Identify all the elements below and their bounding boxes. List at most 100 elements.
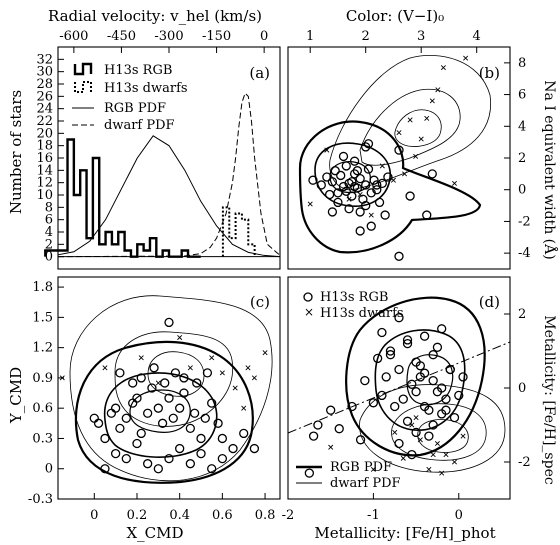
- rgb-point: [374, 197, 385, 208]
- y-tick-label: 16: [36, 151, 53, 166]
- legend-a: H13s RGB H13s dwarfs RGB PDF dwarf PDF: [72, 62, 188, 133]
- dwarf-point: [413, 415, 419, 421]
- dwarf-point: [409, 422, 415, 428]
- rgb-point: [149, 363, 159, 373]
- rgb-point: [308, 175, 318, 185]
- dwarf-point: [434, 440, 440, 447]
- rgb-point: [334, 424, 344, 434]
- rgb-point: [380, 210, 390, 220]
- panel-d-label: (d): [479, 293, 500, 311]
- legend-a-rgbpdf-label: RGB PDF: [104, 101, 166, 116]
- dwarf-point: [187, 365, 193, 371]
- dwarf-point: [390, 177, 396, 183]
- rgb-point: [153, 464, 163, 474]
- x-tick-label: 3: [417, 29, 425, 44]
- rgb-point: [249, 443, 260, 454]
- dwarf-point: [430, 452, 436, 458]
- x-tick-label: -150: [202, 29, 231, 44]
- rgb-point: [449, 412, 460, 423]
- dwarf-point: [262, 350, 268, 356]
- rgb-point: [349, 156, 360, 166]
- y-tick-label: 0: [518, 183, 526, 198]
- rgb-point: [394, 313, 404, 323]
- y-tick-label: 8: [518, 56, 526, 71]
- rgb-point: [164, 393, 174, 403]
- legend-a-rgb-swatch: [73, 62, 93, 76]
- rgb-point: [419, 331, 430, 341]
- y-tick-label: 28: [36, 77, 53, 92]
- left-top-axis-title: Number of stars: [7, 90, 25, 214]
- rgb-point: [347, 177, 357, 187]
- rgb-point: [341, 186, 351, 196]
- dwarf-point: [451, 459, 458, 465]
- dwarf-point: [155, 380, 161, 386]
- rgb-point: [428, 420, 438, 430]
- rgb-point: [175, 403, 185, 413]
- contour-dwarf-mid-d: [391, 403, 487, 461]
- left-bottom-axis-title: Y_CMD: [7, 367, 25, 424]
- dwarf-point: [400, 455, 406, 461]
- x-tick-label: 0.6: [212, 508, 233, 523]
- rgb-point: [441, 394, 451, 404]
- rgb-point: [347, 401, 357, 412]
- panel-d-data: [304, 313, 468, 478]
- panel-b-data: [307, 55, 469, 261]
- y-tick-label: 12: [36, 176, 53, 191]
- legend-a-rgb-label: H13s RGB: [104, 63, 172, 78]
- y-tick-label: 26: [36, 89, 53, 104]
- legend-d-rgbpdf-label: RGB PDF: [330, 460, 392, 475]
- x-tick-label: -450: [107, 29, 136, 44]
- y-tick-label: 22: [36, 114, 53, 129]
- rgb-point: [207, 398, 217, 408]
- rgb-point: [394, 145, 404, 155]
- x-tick-label: -1: [367, 508, 380, 523]
- right-top-axis-title: Na I equivalent width (Å): [541, 80, 559, 259]
- rgb-point: [326, 405, 336, 415]
- dwarf-point: [443, 452, 449, 458]
- rgb-point: [411, 387, 421, 397]
- y-tick-label: 0.9: [32, 371, 53, 386]
- rgb-point: [428, 375, 438, 386]
- rgb-point: [355, 435, 366, 445]
- rgb-point: [164, 317, 174, 328]
- rgb-point: [385, 350, 396, 360]
- rgb-point: [330, 166, 340, 176]
- rgb-point: [402, 335, 413, 345]
- x-tick-label: 0.8: [255, 508, 276, 523]
- rgb-point: [383, 172, 393, 182]
- rgb-point: [147, 383, 157, 393]
- rgb-point: [308, 431, 319, 441]
- rgb-point: [445, 364, 455, 375]
- y-tick-label: 20: [36, 126, 53, 141]
- y-tick-label: 1.5: [32, 310, 53, 325]
- y-tick-label: 0.3: [32, 431, 53, 446]
- rgb-point: [100, 433, 110, 444]
- rgb-point: [407, 449, 417, 460]
- rgb-point: [407, 379, 417, 389]
- rgb-point: [200, 413, 210, 423]
- panel-a-data: [44, 92, 281, 258]
- rgb-point: [394, 364, 404, 375]
- dwarf-point: [424, 115, 430, 121]
- rgb-point: [179, 388, 189, 398]
- rgb-point: [143, 408, 153, 418]
- dwarf-point: [460, 433, 466, 439]
- dwarf-point: [463, 55, 469, 61]
- bottom-left-axis-title: X_CMD: [126, 524, 183, 542]
- rgb-point: [377, 178, 388, 189]
- rgb-point: [189, 408, 200, 418]
- rgb-point: [336, 170, 346, 181]
- panel-c-data: [59, 317, 268, 474]
- dwarf-point: [324, 147, 330, 153]
- rgb-point: [175, 443, 185, 454]
- legend-d-rgb-label: H13s RGB: [320, 290, 388, 305]
- rgb-point: [341, 161, 351, 171]
- contour-rgb-outer-c: [74, 340, 254, 484]
- contour-rgb-inner-c: [129, 389, 191, 433]
- rgb-point: [185, 459, 195, 469]
- dwarf-pdf-curve: [57, 92, 281, 258]
- rgb-point: [239, 428, 249, 439]
- dwarf-point: [219, 370, 225, 376]
- legend-d-bottom: RGB PDF dwarf PDF: [296, 460, 401, 491]
- y-tick-label: 10: [36, 188, 53, 203]
